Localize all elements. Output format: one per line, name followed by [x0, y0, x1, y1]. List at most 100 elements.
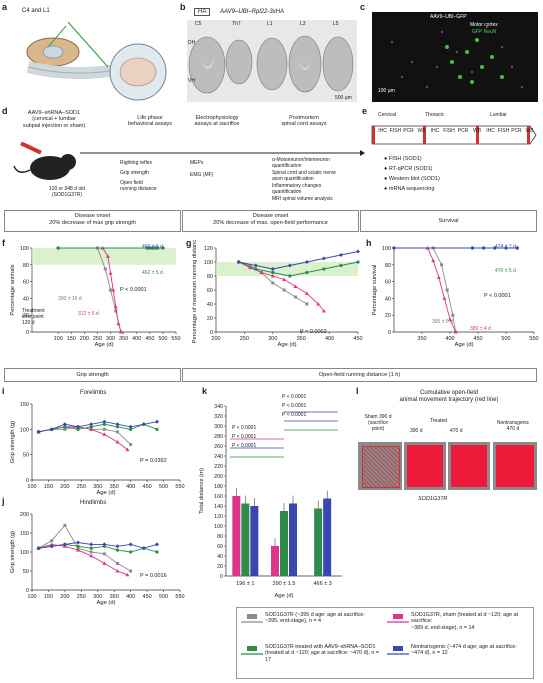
col-1: IHC — [378, 128, 387, 134]
i-series-0-point-5 — [102, 427, 106, 431]
legend-swatch-blue — [387, 646, 409, 655]
h-series-1-point-4 — [448, 317, 452, 321]
g-series-1-point-5 — [293, 284, 298, 288]
i-series-2-point-3 — [76, 427, 80, 431]
panel-h-letter: h — [366, 238, 372, 248]
k-ytick-label-12: 240 — [214, 454, 223, 460]
f-ann-462: 462 ± 5 d — [142, 270, 163, 276]
k-bar-2-2 — [323, 498, 332, 576]
k-ytick-label-15: 300 — [214, 424, 223, 430]
j-xtick-label-6: 400 — [126, 594, 135, 600]
g-onset-band — [216, 262, 358, 276]
k-category-label-1: 390 ± 1.5 — [273, 581, 296, 587]
l-sham-label: Sham 390 d (sacrifice point) — [364, 414, 392, 432]
f-series-1-point-3 — [111, 288, 116, 292]
g-series-2-point-6 — [339, 263, 343, 268]
j-series-2-point-4 — [89, 546, 93, 550]
j-series-3-line — [38, 542, 158, 549]
col-7: PCR — [457, 128, 469, 134]
i-pval: P = 0.0392 — [140, 458, 167, 464]
g-ytick-label-5: 100 — [204, 260, 213, 266]
k-ytick-label-16: 320 — [214, 414, 223, 420]
h-xtick-label-3: 500 — [501, 336, 510, 342]
k-category-label-2: 466 ± 3 — [314, 581, 332, 587]
i-xtick-label-9: 550 — [175, 484, 184, 490]
h-ytick-label-5: 100 — [382, 246, 391, 252]
phase-postmortem: Postmortem spinal cord assays — [281, 115, 327, 128]
h-series-3-point-4 — [504, 246, 508, 250]
k-ytick-label-11: 220 — [214, 464, 223, 470]
col-8: WB — [472, 128, 482, 134]
col-2: FISH — [389, 128, 402, 134]
trajectory-treated-390 — [404, 442, 446, 490]
e-bullet-4: ● mRNA sequencing — [384, 186, 435, 192]
j-xtick-label-4: 300 — [93, 594, 102, 600]
i-series-1-point-4 — [89, 427, 94, 431]
k-bar-0-2 — [250, 506, 259, 576]
chart-f-grip-onset: 0 20 40 60 80 100 100 150 200 250 300 350 400 450 500 5… — [10, 246, 181, 348]
mouse-age: 120 or 348 d old (SOD1G37R) — [48, 186, 86, 198]
panel-a-label: C4 and L1 — [22, 8, 50, 14]
j-series-2-point-7 — [129, 550, 133, 554]
j-series-2-point-9 — [155, 550, 159, 554]
spinal-cord-illustration — [26, 21, 167, 101]
k-ytick-label-14: 280 — [214, 434, 223, 440]
h-ytick-label-0: 0 — [388, 330, 391, 336]
g-ytick-label-1: 20 — [207, 316, 213, 322]
vh-label: VH — [188, 78, 195, 84]
panel-b-title: AAV9–UBI–Rpl22-3xHA — [220, 9, 285, 15]
i-series-3-point-9 — [154, 419, 159, 424]
f-series-1-point-1 — [105, 254, 110, 258]
i-ytick-label-2: 100 — [20, 427, 29, 433]
i-xtick-label-6: 400 — [126, 484, 135, 490]
g-series-3-line — [238, 251, 359, 270]
h-ytick-label-4: 80 — [385, 263, 391, 269]
f-pval: P < 0.0001 — [120, 287, 147, 293]
j-xtick-label-3: 250 — [77, 594, 86, 600]
legend-item-pink — [387, 614, 409, 626]
g-xtick-label-1: 250 — [240, 336, 249, 342]
f-onset-band — [32, 248, 176, 265]
k-pval-5: P < 0.0001 — [232, 434, 257, 440]
header-onset-grip: Disease onset 20% decrease of max grip s… — [4, 210, 181, 232]
f-series-1-point-5 — [116, 321, 121, 326]
i-series-2-point-4 — [89, 425, 93, 429]
f-series-3-point-6 — [160, 246, 165, 250]
j-series-2-point-6 — [115, 548, 120, 552]
g-xtick-label-3: 350 — [297, 336, 306, 342]
f-series-3-point-1 — [145, 246, 150, 250]
life-item-1: Righting reflex — [120, 160, 152, 166]
col-6: FISH — [443, 128, 455, 134]
g-ytick-label-6: 120 — [204, 246, 213, 252]
h-series-0-point-2 — [445, 288, 449, 292]
e-bullet-1: ● FISH (SOD1) — [384, 156, 422, 162]
j-series-3-point-1 — [49, 544, 54, 549]
e-bullet-2: ● RT-qPCR (SOD1) — [384, 166, 433, 172]
f-ann-312: 312 ± 6 d — [78, 311, 99, 317]
j-series-0-point-5 — [102, 552, 106, 556]
col-9: IHC — [486, 128, 495, 134]
g-xtick-label-4: 400 — [325, 336, 334, 342]
life-item-3: Open field running distance — [120, 180, 157, 192]
panel-c-letter: c — [360, 2, 366, 12]
g-series-0-point-4 — [282, 288, 286, 292]
g-ytick-label-4: 80 — [207, 274, 213, 280]
panel-c-sub1: Motor cortex — [470, 22, 498, 28]
h-series-1-point-5 — [453, 330, 458, 334]
legend-text-pink: SOD1G37R, sham (treated at d ~120; age a… — [411, 612, 519, 631]
k-ytick-label-1: 20 — [217, 564, 223, 570]
j-series-2-point-3 — [76, 544, 80, 548]
j-xtick-label-0: 100 — [27, 594, 36, 600]
header-openfield: Open-field running distance (1 h) — [182, 368, 537, 382]
i-xtick-label-3: 250 — [77, 484, 86, 490]
i-xtick-label-1: 150 — [44, 484, 53, 490]
f-ann-300: 300 ± 16 d — [58, 296, 82, 302]
h-ann-470: 470 ± 5 d — [495, 268, 516, 274]
f-ytick-label-2: 40 — [23, 296, 29, 302]
f-xtick-label-9: 550 — [171, 336, 180, 342]
f-xlabel: Age (d) — [94, 342, 113, 348]
j-xtick-label-2: 200 — [60, 594, 69, 600]
e-bullet-3-text: Western blot (SOD1) — [388, 176, 440, 182]
i-series-3-point-8 — [141, 422, 146, 427]
header-survival: Survival — [360, 210, 537, 232]
